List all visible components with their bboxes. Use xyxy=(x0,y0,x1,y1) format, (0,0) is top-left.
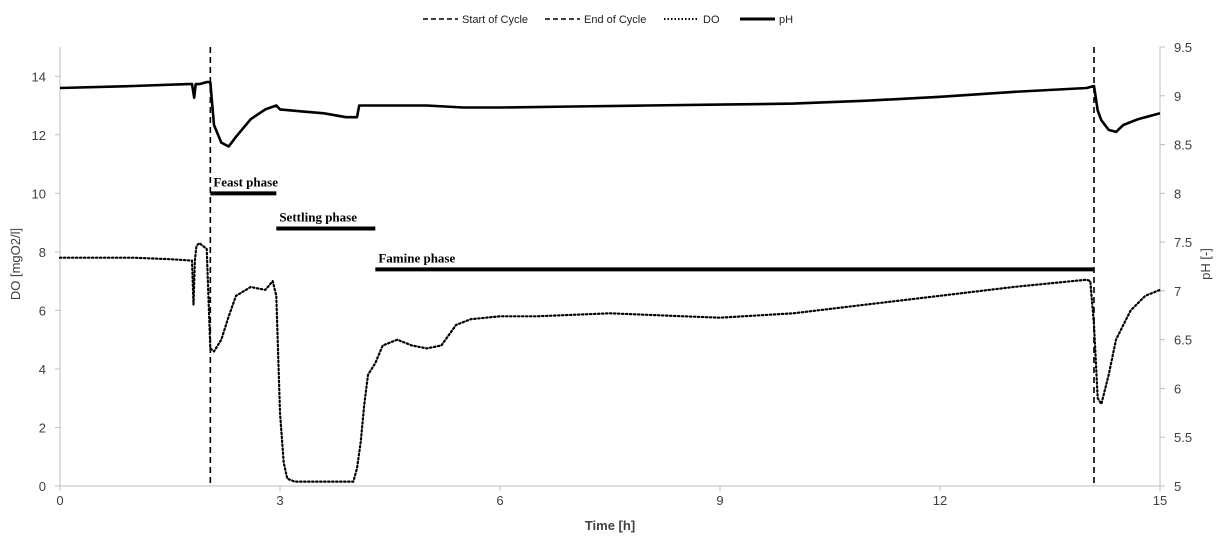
y-axis-right-title: pH [-] xyxy=(1198,248,1213,280)
legend-ph-label: pH xyxy=(779,14,793,26)
legend-end-of-cycle-label: End of Cycle xyxy=(584,14,646,26)
y-right-tick-label: 7 xyxy=(1174,284,1181,299)
y-left-tick-label: 12 xyxy=(32,128,46,143)
y-right-tick-label: 8 xyxy=(1174,186,1181,201)
y-left-tick-label: 14 xyxy=(32,69,46,84)
y-left-tick-label: 2 xyxy=(39,420,46,435)
x-axis-title: Time [h] xyxy=(585,518,635,533)
y-right-tick-label: 6 xyxy=(1174,381,1181,396)
y-right-tick-label: 9 xyxy=(1174,89,1181,104)
y-left-tick-label: 10 xyxy=(32,186,46,201)
y-right-tick-label: 7.5 xyxy=(1174,235,1192,250)
x-tick-label: 3 xyxy=(276,493,283,508)
y-left-tick-label: 4 xyxy=(39,362,46,377)
y-left-tick-label: 8 xyxy=(39,245,46,260)
y-axis-left-title: DO [mgO2/l] xyxy=(8,228,23,300)
legend-start-of-cycle-label: Start of Cycle xyxy=(462,14,528,26)
y-right-tick-label: 5.5 xyxy=(1174,430,1192,445)
x-tick-label: 12 xyxy=(933,493,947,508)
y-right-tick-label: 5 xyxy=(1174,479,1181,494)
x-tick-label: 6 xyxy=(496,493,503,508)
axes: 0 3 6 9 12 15 0 2 4 6 8 10 12 14 5 5.5 6 6.5 7 7.5 8 8.5 9 9.5 xyxy=(32,40,1193,508)
y-right-tick-label: 8.5 xyxy=(1174,138,1192,153)
y-right-tick-label: 9.5 xyxy=(1174,40,1192,55)
famine-phase-label: Famine phase xyxy=(378,250,455,265)
series-do-line xyxy=(58,242,1162,483)
legend-do-label: DO xyxy=(703,14,720,26)
series-ph-line xyxy=(59,80,1161,148)
y-left-tick-label: 6 xyxy=(39,303,46,318)
feast-phase-label: Feast phase xyxy=(213,174,278,189)
x-tick-label: 15 xyxy=(1153,493,1167,508)
phase-annotations: Feast phase Settling phase Famine phase xyxy=(210,174,1094,272)
x-tick-label: 9 xyxy=(716,493,723,508)
y-left-tick-label: 0 xyxy=(39,479,46,494)
legend: Start of Cycle End of Cycle DO pH xyxy=(423,14,793,26)
x-tick-label: 0 xyxy=(56,493,63,508)
y-right-tick-label: 6.5 xyxy=(1174,333,1192,348)
plot-lines xyxy=(58,47,1162,486)
settling-phase-label: Settling phase xyxy=(279,209,357,224)
